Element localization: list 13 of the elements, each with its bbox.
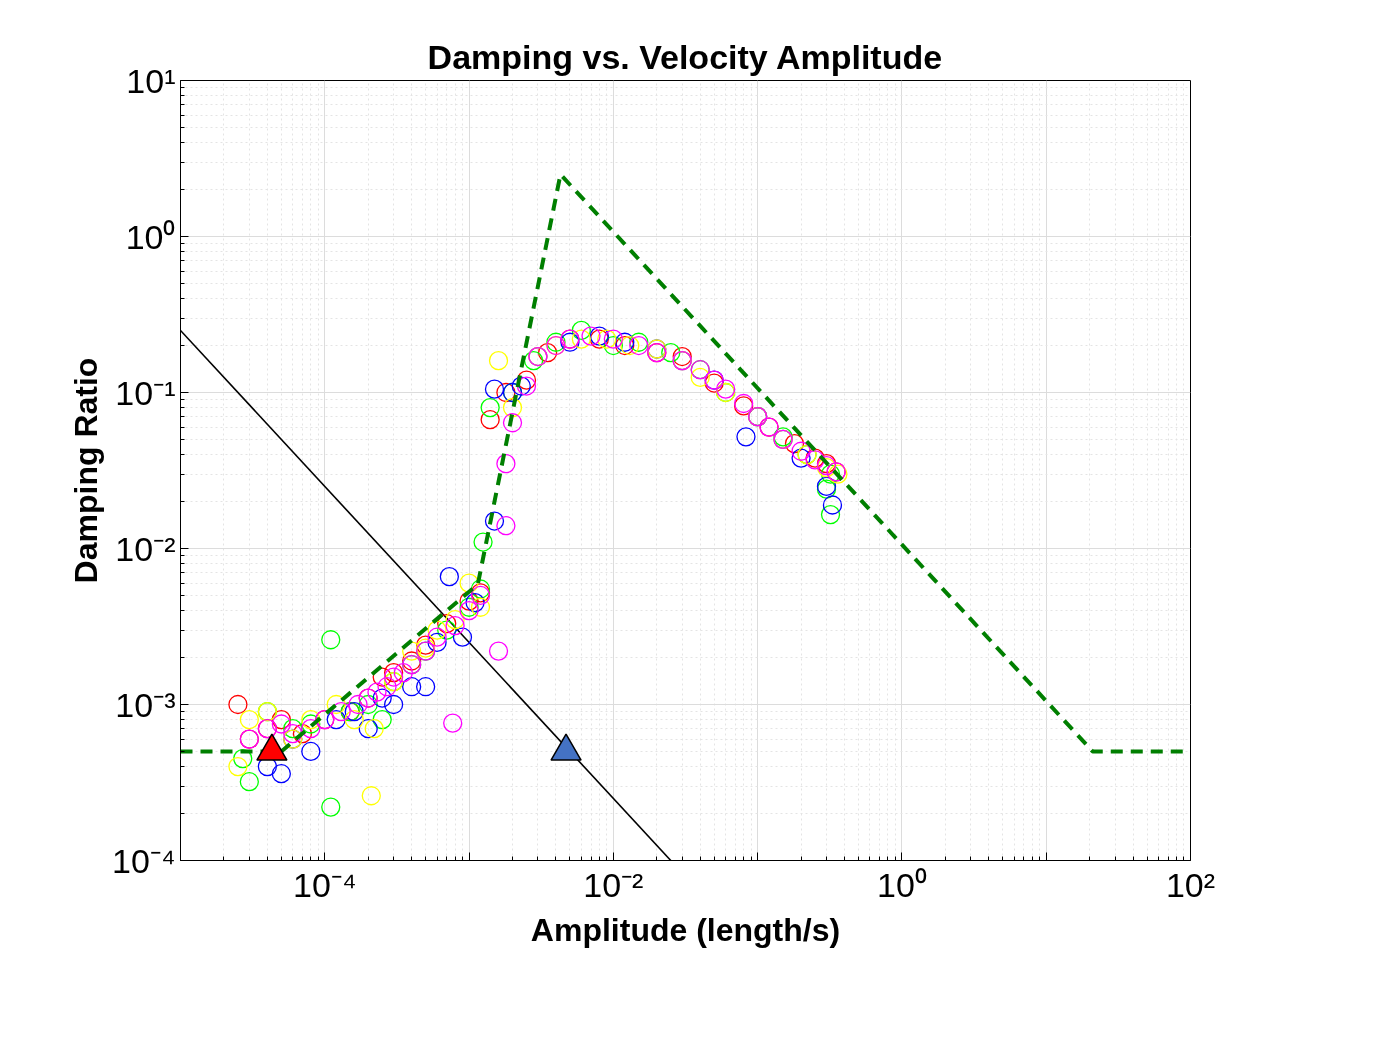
y-axis-title: Damping Ratio <box>68 357 105 584</box>
y-tick-label: 10⁻¹ <box>115 373 176 412</box>
x-tick-label: 10⁻⁴ <box>293 865 357 904</box>
x-tick-label: 10² <box>1165 865 1216 904</box>
y-tick-label: 10⁻³ <box>115 685 176 724</box>
x-tick-label: 10⁰ <box>877 865 927 904</box>
x-axis-title: Amplitude (length/s) <box>530 911 841 948</box>
y-tick-label: 10⁻² <box>115 529 176 568</box>
y-tick-label: 10¹ <box>126 61 176 100</box>
x-tick-label: 10⁻² <box>583 865 644 904</box>
chart-title: Damping vs. Velocity Amplitude <box>427 37 943 76</box>
y-tick-label: 10⁰ <box>125 217 176 256</box>
y-tick-label: 10⁻⁴ <box>112 841 176 880</box>
